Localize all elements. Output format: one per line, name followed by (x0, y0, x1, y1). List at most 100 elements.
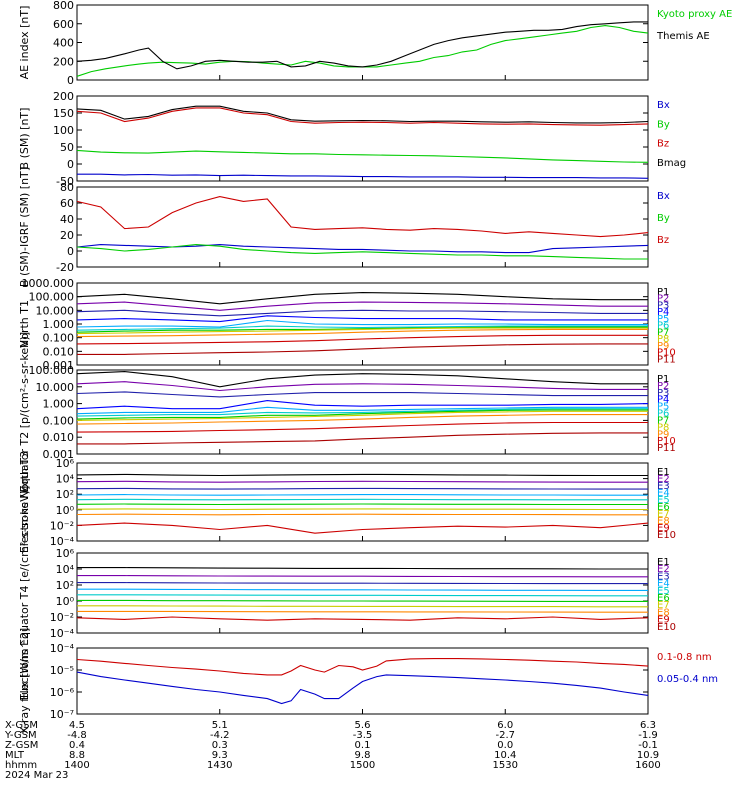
series-line-bx (77, 173, 649, 179)
y-axis-label: Equator T2 [p/(cm²-s-sr-keV)] (18, 332, 31, 492)
y-tick-label: 100.000 (29, 291, 75, 304)
legend-entry: P1 (657, 287, 669, 298)
legend-entry: E6 (657, 593, 670, 604)
series-line-p11 (77, 432, 648, 445)
series-line-bz (76, 107, 649, 126)
panel-frame (76, 186, 649, 268)
series-line-p1 (76, 292, 648, 305)
footer-row-label: hhmm (5, 760, 37, 771)
series-line-by (76, 244, 648, 260)
legend-entry: E7 (657, 509, 670, 520)
series-line-p8 (76, 410, 648, 421)
y-tick-label: 1000.000 (22, 277, 75, 290)
series-line-p3 (76, 391, 648, 398)
series-line-p4 (76, 400, 649, 410)
series-line-bz (76, 196, 649, 238)
y-tick-label: 1.000 (43, 318, 75, 331)
footer-cell: -1.9 (638, 730, 658, 741)
y-axis-label: B (SM) [nT] (18, 108, 31, 170)
y-tick-label: 1.000 (43, 398, 75, 411)
y-tick-label: 10⁻⁴ (50, 627, 75, 640)
panel-frame (76, 4, 649, 81)
y-tick-label: 10⁶ (56, 457, 75, 470)
footer-cell: 10.4 (494, 750, 516, 761)
y-tick-label: 20 (60, 229, 74, 242)
footer-row-label: Y-GSM (4, 730, 37, 741)
y-tick-label: 100 (53, 124, 74, 137)
series-line-p9 (76, 414, 648, 425)
footer-cell: 5.1 (212, 720, 228, 731)
legend-entry: E5 (657, 586, 670, 597)
legend-entry: P8 (657, 422, 669, 433)
y-tick-label: 10⁴ (56, 473, 75, 486)
y-tick-label: 0.010 (43, 345, 75, 358)
y-tick-label: 10⁻⁴ (50, 642, 75, 655)
legend-entry: P2 (657, 381, 669, 392)
y-tick-label: 10² (56, 579, 74, 592)
series-line-e9 (76, 522, 649, 534)
legend-entry: 0.1-0.8 nm (657, 652, 712, 663)
y-tick-label: 100.000 (29, 364, 75, 377)
y-tick-label: 40 (60, 213, 74, 226)
y-axis-label: X-ray flux [W/m^2] (18, 628, 31, 734)
y-tick-label: 10⁶ (56, 547, 75, 560)
series-line-kyoto-proxy-ae (76, 25, 649, 77)
y-tick-label: 10⁻⁴ (50, 535, 75, 548)
series-line-p3 (76, 309, 648, 317)
y-tick-label: 400 (53, 37, 74, 50)
legend-entry: P11 (657, 443, 676, 454)
legend-entry: E4 (657, 488, 670, 499)
legend-entry: P5 (657, 402, 669, 413)
footer-cell: 6.3 (640, 720, 656, 731)
series-line-e6 (77, 599, 648, 602)
legend-entry: P9 (657, 429, 669, 440)
panel-protons-t1: 0.0010.0100.1001.00010.000100.0001000.00… (18, 277, 676, 372)
legend-entry: P10 (657, 436, 676, 447)
legend-entry: E8 (657, 516, 670, 527)
legend-entry: 0.05-0.4 nm (657, 674, 718, 685)
series-line-p4 (76, 315, 648, 323)
footer-cell: -4.2 (210, 730, 230, 741)
legend-entry: E2 (657, 564, 670, 575)
y-tick-label: 0.100 (43, 332, 75, 345)
legend-entry: P8 (657, 334, 669, 345)
series-line-e3 (77, 582, 648, 585)
series-line-e2 (76, 480, 648, 483)
footer-cell: 4.5 (69, 720, 85, 731)
legend-entry: Kyoto proxy AE (657, 9, 732, 20)
footer-cell: -3.5 (353, 730, 373, 741)
footer-cell: -0.1 (638, 740, 658, 751)
series-line-p11 (77, 343, 648, 355)
series-line-p2 (76, 301, 648, 311)
y-tick-label: 10⁻⁵ (50, 664, 74, 677)
series-line-p5 (76, 319, 648, 328)
series-line-e5 (77, 594, 648, 597)
footer-cell: 5.6 (355, 720, 371, 731)
footer-cell: 0.0 (497, 740, 513, 751)
orbit-footer: X-GSM 4.5 5.1 5.6 6.0 6.3 Y-GSM -4.8 -4.2 -3.5 -2.… (4, 720, 661, 781)
y-axis-label: North T1 (18, 300, 31, 348)
legend-entry: E9 (657, 523, 670, 534)
y-tick-label: 60 (60, 197, 74, 210)
legend-entry: E10 (657, 530, 676, 541)
series-line-p7 (76, 409, 648, 420)
footer-cell: 1600 (635, 760, 660, 771)
panel-frame (76, 552, 649, 634)
y-tick-label: 10⁰ (56, 595, 75, 608)
footer-cell: 0.1 (355, 740, 371, 751)
series-line-p5 (76, 406, 648, 415)
footer-cell: 0.4 (69, 740, 85, 751)
y-tick-label: 10² (56, 488, 74, 501)
footer-cell: -2.7 (495, 730, 515, 741)
series-line-0.05-0.4-nm (76, 671, 649, 705)
legend-entry: P9 (657, 341, 669, 352)
legend-entry: P2 (657, 294, 669, 305)
y-tick-label: -20 (56, 261, 74, 274)
legend-entry: E4 (657, 579, 670, 590)
y-tick-label: 0.001 (43, 359, 75, 372)
y-tick-label: 800 (53, 0, 74, 12)
series-line-p10 (76, 421, 648, 433)
footer-cell: 1530 (493, 760, 518, 771)
footer-cell: 1430 (207, 760, 232, 771)
legend-entry: P6 (657, 409, 669, 420)
